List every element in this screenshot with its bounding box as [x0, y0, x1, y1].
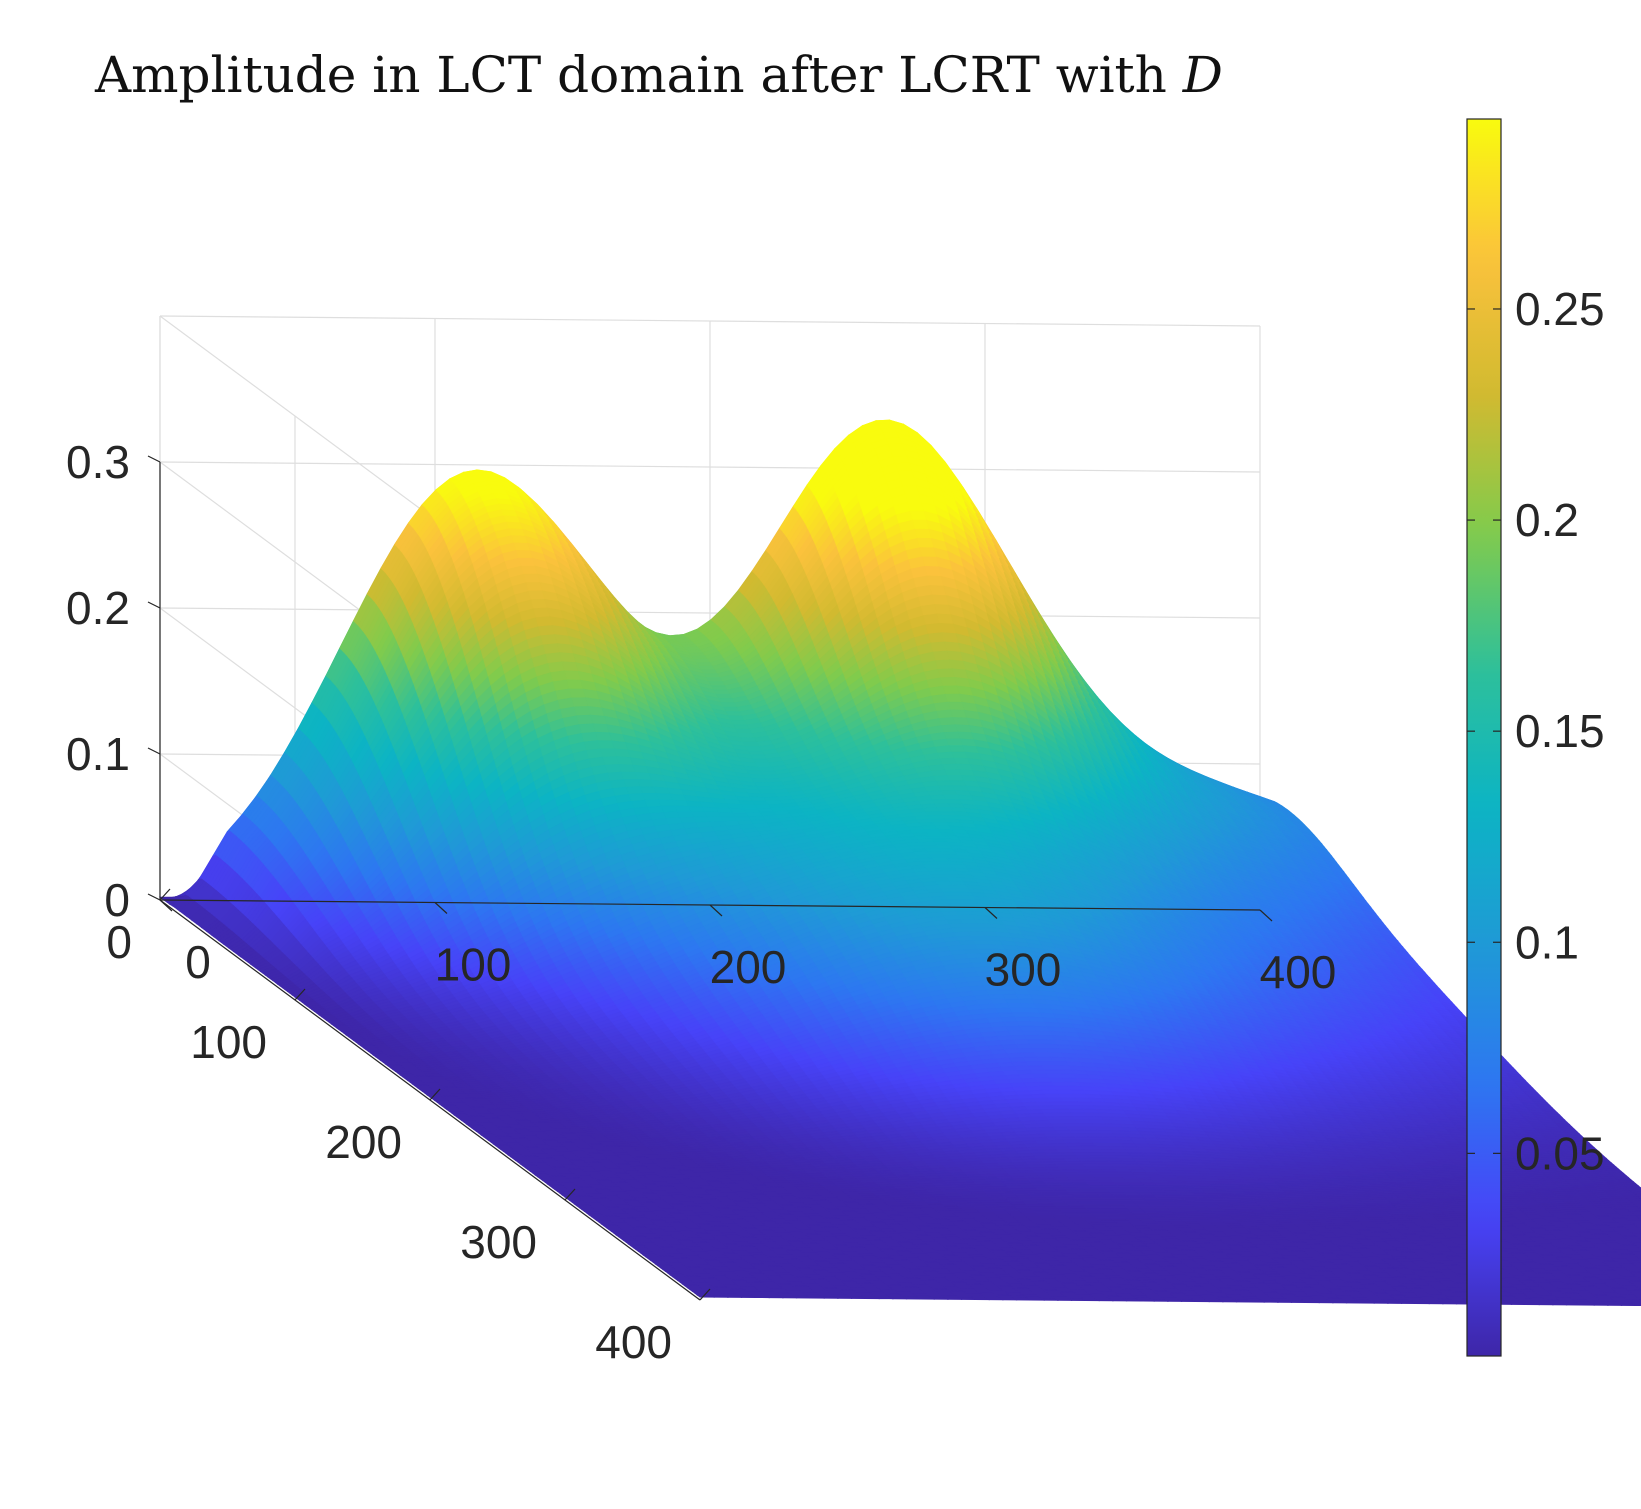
grid-line	[159, 315, 1261, 327]
surface-patch	[578, 723, 597, 734]
chart-title-symbol: D	[1182, 46, 1223, 104]
surface-patch	[937, 751, 955, 760]
surface-patch	[932, 650, 951, 662]
surface-plot	[158, 419, 1641, 1307]
chart-title: Amplitude in LCT domain after LCRT with …	[94, 46, 1223, 104]
surface-patch	[644, 799, 662, 808]
grid-line	[159, 607, 1261, 619]
grid-line	[159, 461, 1261, 473]
chart-title-text: Amplitude in LCT domain after LCRT with	[94, 46, 1183, 104]
surface-patch	[535, 616, 553, 628]
surface-patch	[602, 756, 620, 766]
surface-patch	[936, 709, 954, 719]
surface-patch	[542, 643, 561, 655]
surface-patch	[927, 632, 946, 644]
